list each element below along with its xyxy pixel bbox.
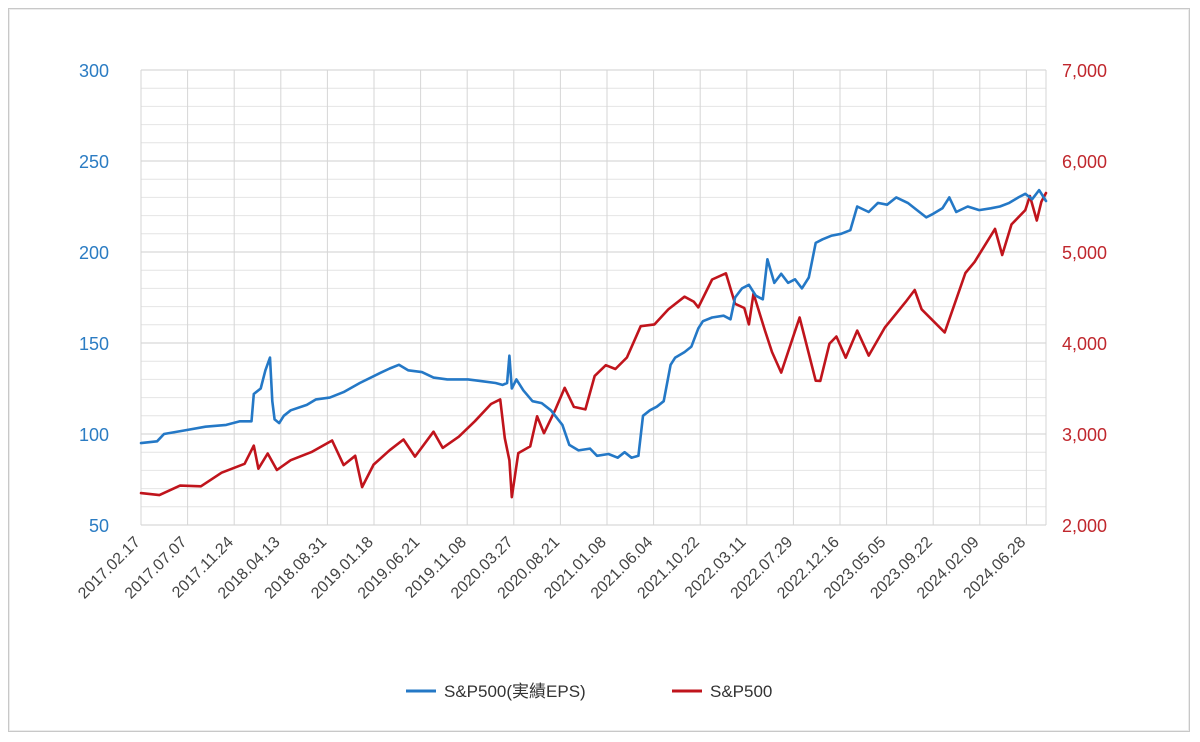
right-tick-label: 4,000 <box>1062 334 1107 354</box>
left-tick-label: 50 <box>89 516 109 536</box>
left-tick-label: 100 <box>79 425 109 445</box>
right-tick-label: 2,000 <box>1062 516 1107 536</box>
legend: S&P500(実績EPS) S&P500 <box>406 682 772 701</box>
grid-lines <box>140 69 1047 526</box>
left-tick-label: 200 <box>79 243 109 263</box>
series-lines <box>139 188 1048 499</box>
left-tick-label: 300 <box>79 61 109 81</box>
legend-item-sp500: S&P500 <box>710 682 772 701</box>
right-tick-label: 5,000 <box>1062 243 1107 263</box>
right-tick-label: 6,000 <box>1062 152 1107 172</box>
x-axis-ticks: 2017.02.172017.07.072017.11.242018.04.13… <box>75 534 1029 603</box>
left-axis-ticks: 300 250 200 150 100 50 <box>79 61 109 536</box>
series-line-eps <box>139 188 1048 459</box>
series-line-sp500 <box>139 191 1048 499</box>
right-tick-label: 7,000 <box>1062 61 1107 81</box>
right-axis-ticks: 7,000 6,000 5,000 4,000 3,000 2,000 <box>1062 61 1107 536</box>
legend-item-eps: S&P500(実績EPS) <box>444 682 586 701</box>
left-tick-label: 250 <box>79 152 109 172</box>
left-tick-label: 150 <box>79 334 109 354</box>
right-tick-label: 3,000 <box>1062 425 1107 445</box>
